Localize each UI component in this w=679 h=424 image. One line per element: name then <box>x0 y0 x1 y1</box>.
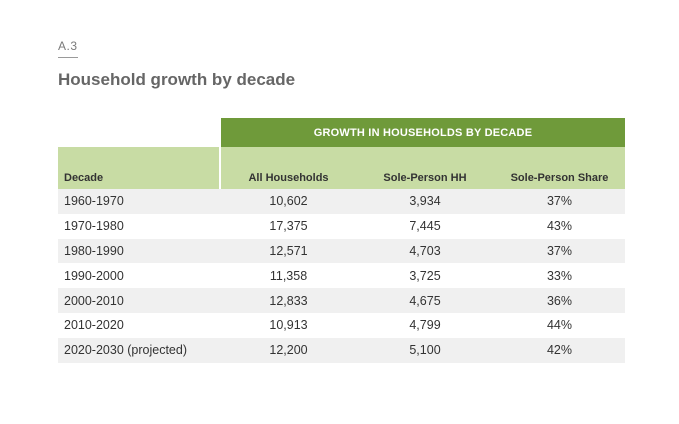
column-header-sole-person-share: Sole-Person Share <box>510 172 609 184</box>
table-row: 1990-2000 11,358 3,725 33% <box>58 263 625 289</box>
cell-sole-person-hh: 3,725 <box>409 268 441 283</box>
cell-sole-person-share: 43% <box>546 219 573 234</box>
cell-decade: 1990-2000 <box>64 268 124 283</box>
cell-sole-person-hh: 4,703 <box>409 243 441 258</box>
cell-all-households: 11,358 <box>269 268 308 283</box>
column-header-sole-person-hh: Sole-Person HH <box>383 172 467 184</box>
cell-decade: 1970-1980 <box>64 219 124 234</box>
cell-sole-person-hh: 4,675 <box>409 293 441 308</box>
group-header: GROWTH IN HOUSEHOLDS BY DECADE <box>221 118 625 147</box>
cell-sole-person-hh: 3,934 <box>409 194 441 209</box>
cell-sole-person-hh: 4,799 <box>409 318 441 333</box>
table-row: 2000-2010 12,833 4,675 36% <box>58 288 625 313</box>
cell-sole-person-share: 44% <box>546 318 573 333</box>
cell-sole-person-hh: 5,100 <box>409 343 441 358</box>
column-header-all-households: All Households <box>248 172 329 184</box>
cell-decade: 1980-1990 <box>64 243 124 258</box>
cell-sole-person-share: 37% <box>546 194 573 209</box>
cell-all-households: 17,375 <box>269 219 308 234</box>
cell-all-households: 12,833 <box>269 293 308 308</box>
cell-all-households: 12,200 <box>269 343 308 358</box>
cell-decade: 2010-2020 <box>64 318 124 333</box>
cell-all-households: 12,571 <box>269 243 308 258</box>
group-header-row: GROWTH IN HOUSEHOLDS BY DECADE <box>58 118 625 147</box>
figure-label-rule <box>58 57 78 58</box>
cell-sole-person-share: 36% <box>546 293 573 308</box>
table-row: 1980-1990 12,571 4,703 37% <box>58 238 625 264</box>
cell-sole-person-share: 33% <box>546 268 573 283</box>
cell-sole-person-hh: 7,445 <box>409 219 441 234</box>
figure-title: Household growth by decade <box>58 70 296 89</box>
cell-decade: 1960-1970 <box>64 194 124 209</box>
group-header-spacer <box>58 118 221 147</box>
column-header-row: Decade All Households Sole-Person HH Sol… <box>58 147 625 189</box>
figure-label: A.3 <box>58 39 78 53</box>
cell-decade: 2000-2010 <box>64 293 124 308</box>
cell-decade: 2020-2030 (projected) <box>64 343 187 358</box>
cell-sole-person-share: 42% <box>546 343 573 358</box>
column-header-decade: Decade <box>58 147 221 189</box>
cell-all-households: 10,913 <box>269 318 308 333</box>
table-row: 1960-1970 10,602 3,934 37% <box>58 189 625 214</box>
table-row: 2010-2020 10,913 4,799 44% <box>58 312 625 338</box>
household-growth-table: GROWTH IN HOUSEHOLDS BY DECADE Decade Al… <box>58 118 625 363</box>
cell-sole-person-share: 37% <box>546 243 573 258</box>
table-row: 1970-1980 17,375 7,445 43% <box>58 213 625 239</box>
table-row: 2020-2030 (projected) 12,200 5,100 42% <box>58 337 625 363</box>
cell-all-households: 10,602 <box>269 194 308 209</box>
